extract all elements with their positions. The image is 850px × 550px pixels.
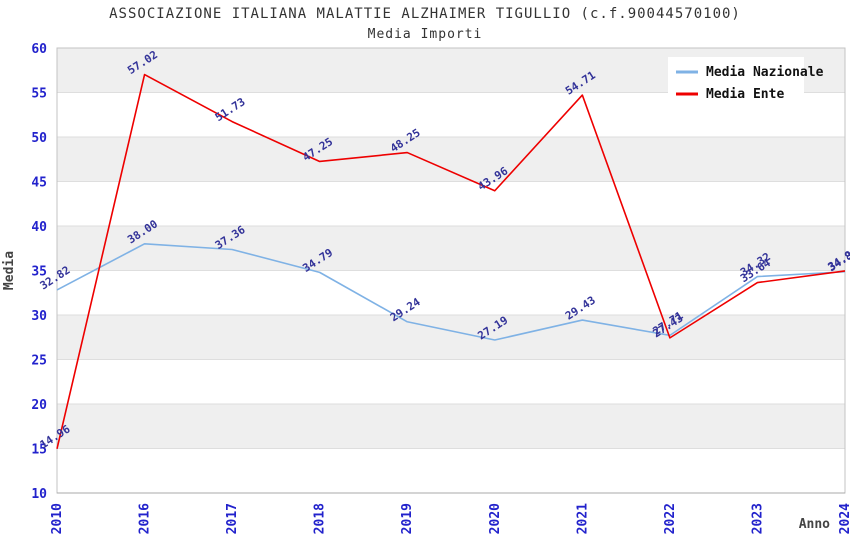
- y-tick-label: 30: [31, 309, 47, 324]
- plot-band: [57, 181, 845, 226]
- plot-band: [57, 137, 845, 182]
- x-tick-label: 2023: [750, 503, 765, 534]
- x-tick-label: 2018: [313, 503, 328, 534]
- y-tick-label: 35: [31, 265, 47, 280]
- x-tick-label: 2022: [663, 503, 678, 534]
- y-tick-label: 40: [31, 220, 47, 235]
- plot-band: [57, 270, 845, 315]
- y-tick-label: 10: [31, 487, 47, 502]
- x-tick-label: 2010: [50, 503, 65, 534]
- chart-title: ASSOCIAZIONE ITALIANA MALATTIE ALZHAIMER…: [109, 6, 741, 22]
- x-tick-label: 2021: [575, 503, 590, 534]
- legend-box: [668, 57, 804, 104]
- x-tick-label: 2017: [225, 503, 240, 534]
- y-tick-label: 50: [31, 131, 47, 146]
- legend-label: Media Nazionale: [706, 65, 824, 80]
- y-tick-label: 55: [31, 87, 47, 102]
- y-tick-label: 15: [31, 443, 47, 458]
- legend-label: Media Ente: [706, 87, 784, 102]
- series-line-media-ente: [56, 73, 846, 450]
- chart-subtitle: Media Importi: [367, 27, 483, 42]
- y-tick-label: 25: [31, 354, 47, 369]
- series-line-media-nazionale: [56, 243, 846, 341]
- y-axis-title: Media: [2, 251, 17, 290]
- y-tick-label: 45: [31, 176, 47, 191]
- plot-band: [57, 404, 845, 449]
- x-tick-label: 2020: [488, 503, 503, 534]
- y-tick-label: 20: [31, 398, 47, 413]
- plot-band: [57, 448, 845, 493]
- x-axis-title: Anno: [799, 517, 830, 532]
- x-tick-label: 2016: [138, 503, 153, 534]
- x-tick-label: 2019: [400, 503, 415, 534]
- y-tick-label: 60: [31, 42, 47, 57]
- plot-band: [57, 315, 845, 360]
- plot-band: [57, 226, 845, 271]
- x-tick-label: 2024: [838, 503, 850, 534]
- plot-band: [57, 359, 845, 404]
